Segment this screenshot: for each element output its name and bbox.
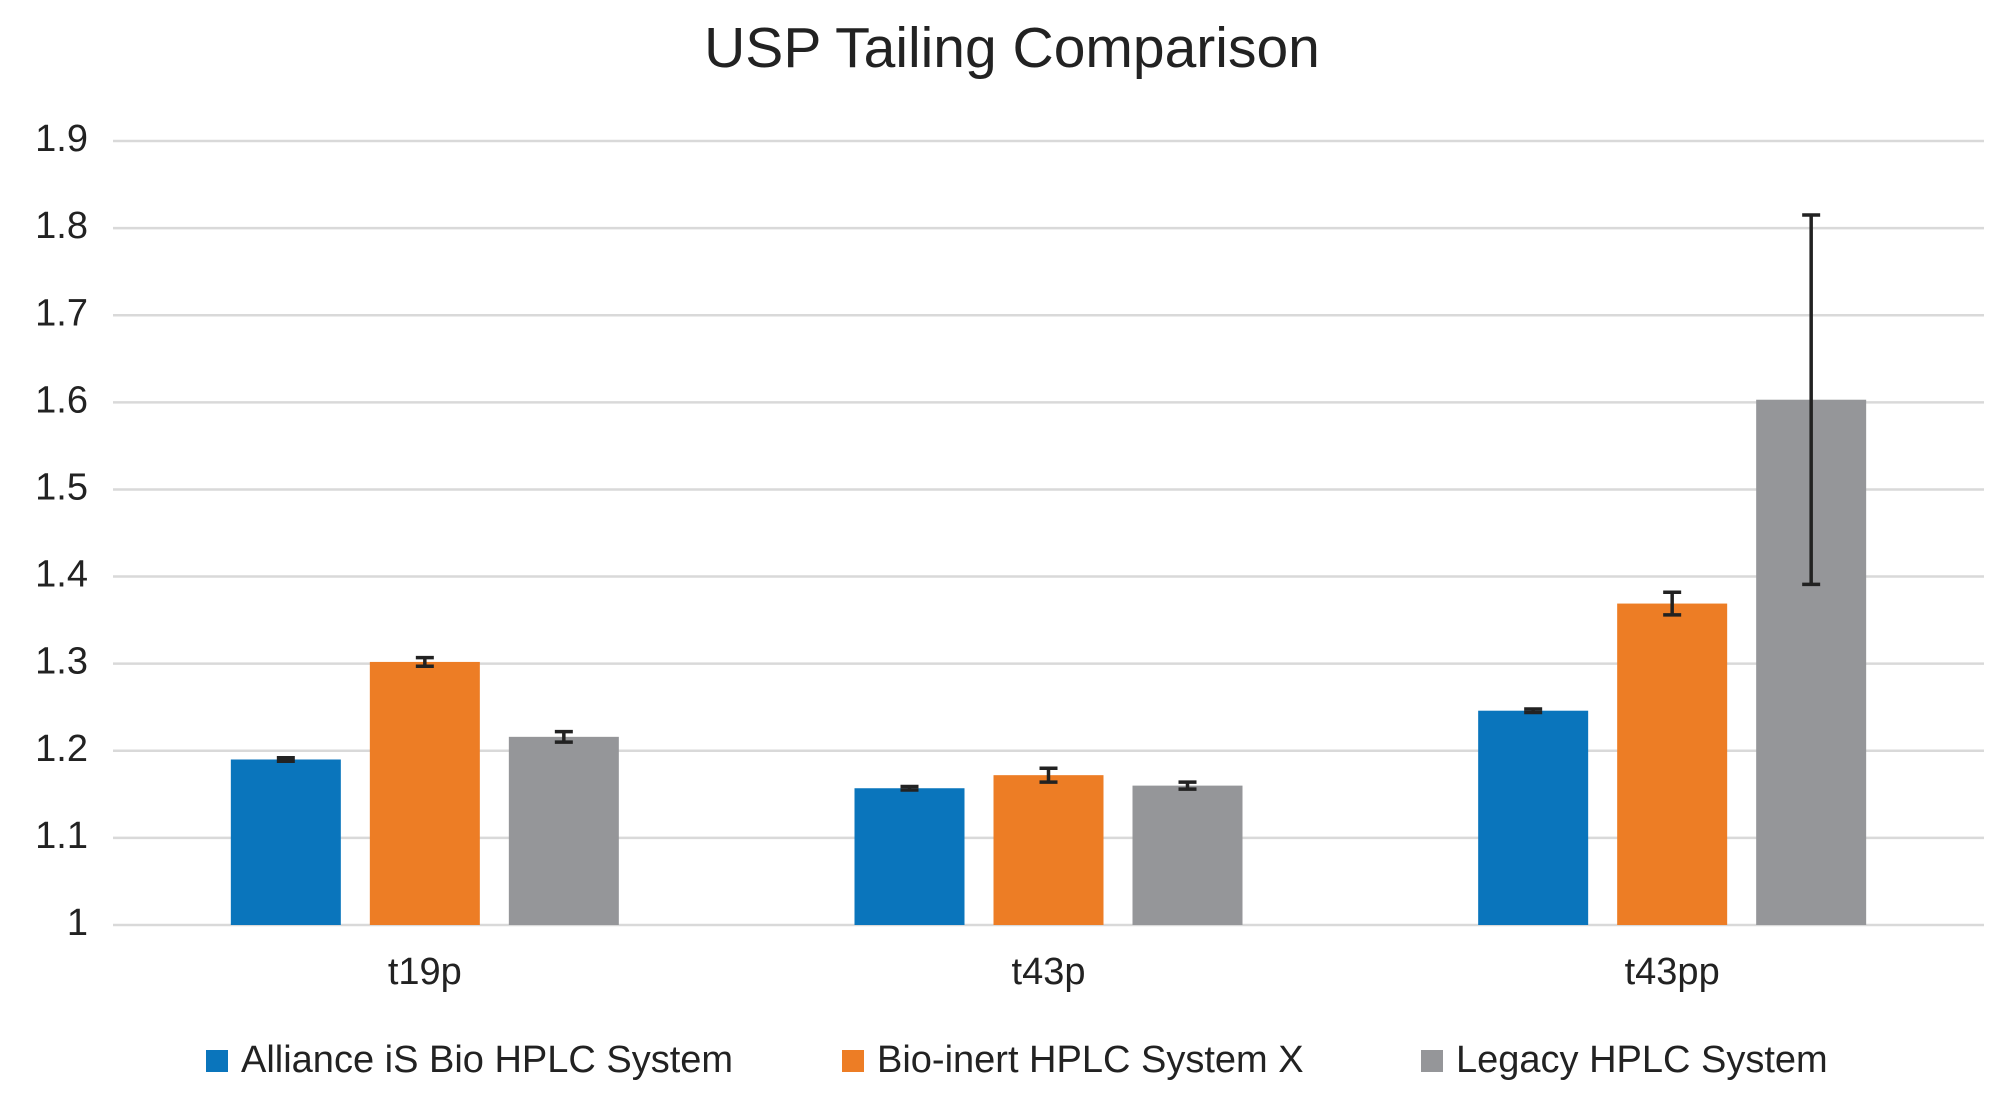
y-tick-label: 1.6 [35, 379, 88, 421]
error-bar [276, 755, 295, 763]
error-bar [1178, 780, 1197, 791]
y-tick-label: 1.1 [35, 815, 88, 857]
bar [1478, 710, 1589, 925]
bar [230, 759, 341, 925]
legend-swatch [1421, 1050, 1443, 1072]
bar [369, 661, 480, 925]
y-tick-label: 1.4 [35, 554, 88, 596]
bar [993, 775, 1104, 925]
error-bar [1802, 213, 1821, 587]
chart-title: USP Tailing Comparison [704, 16, 1320, 80]
legend-label: Alliance iS Bio HPLC System [241, 1039, 733, 1081]
error-bar [415, 655, 434, 669]
x-tick-label: t43p [1012, 951, 1086, 993]
error-bar [1663, 590, 1682, 617]
bar [508, 736, 619, 925]
y-tick-label: 1.3 [35, 641, 88, 683]
x-tick-label: t19p [388, 951, 462, 993]
error-bar [554, 729, 573, 744]
bar [1132, 785, 1243, 925]
x-tick-label: t43pp [1625, 951, 1720, 993]
error-bar [900, 784, 919, 792]
legend-label: Bio-inert HPLC System X [877, 1039, 1304, 1081]
y-tick-label: 1 [67, 902, 88, 944]
y-tick-label: 1.8 [35, 205, 88, 247]
bar [854, 788, 965, 925]
bar [1617, 603, 1728, 925]
legend-swatch [842, 1050, 864, 1072]
error-bar [1039, 766, 1058, 784]
y-tick-label: 1.9 [35, 118, 88, 160]
error-bar [1524, 707, 1543, 715]
y-tick-label: 1.5 [35, 466, 88, 508]
y-tick-label: 1.7 [35, 292, 88, 334]
legend-swatch [206, 1050, 228, 1072]
y-tick-label: 1.2 [35, 728, 88, 770]
legend-label: Legacy HPLC System [1456, 1039, 1828, 1081]
